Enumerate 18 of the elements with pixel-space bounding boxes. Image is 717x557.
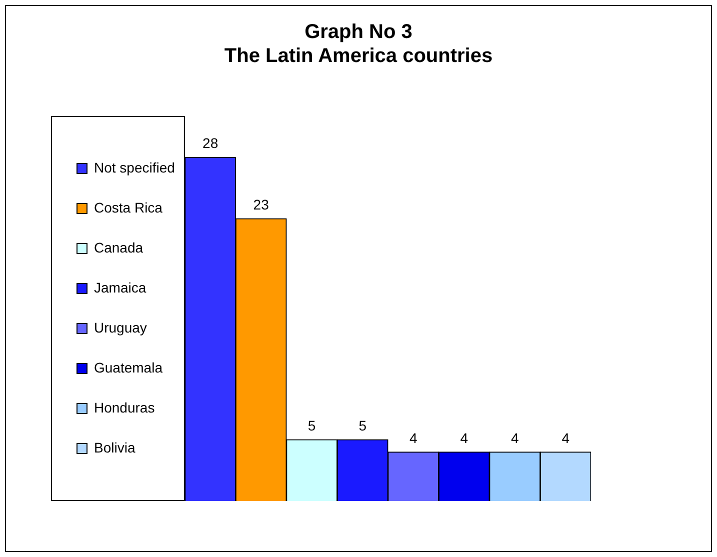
legend-label: Not specified xyxy=(94,159,175,176)
data-label: 4 xyxy=(460,430,468,446)
legend-label: Canada xyxy=(94,239,144,256)
legend-label: Jamaica xyxy=(94,279,146,296)
legend-label: Guatemala xyxy=(94,359,163,376)
legend-label: Uruguay xyxy=(94,319,147,336)
data-label: 4 xyxy=(562,430,570,446)
data-label: 23 xyxy=(253,196,270,212)
data-label: 5 xyxy=(358,417,367,434)
legend-label: Costa Rica xyxy=(94,199,163,216)
data-label: 4 xyxy=(409,430,418,446)
data-label: 5 xyxy=(308,417,316,434)
text: The Latin America countries xyxy=(224,45,493,67)
data-label: 28 xyxy=(202,135,218,152)
legend-label: Honduras xyxy=(94,399,155,416)
data-label: 4 xyxy=(510,430,519,446)
legend-label: Bolivia xyxy=(94,439,136,456)
text: Graph No 3 xyxy=(304,21,412,43)
